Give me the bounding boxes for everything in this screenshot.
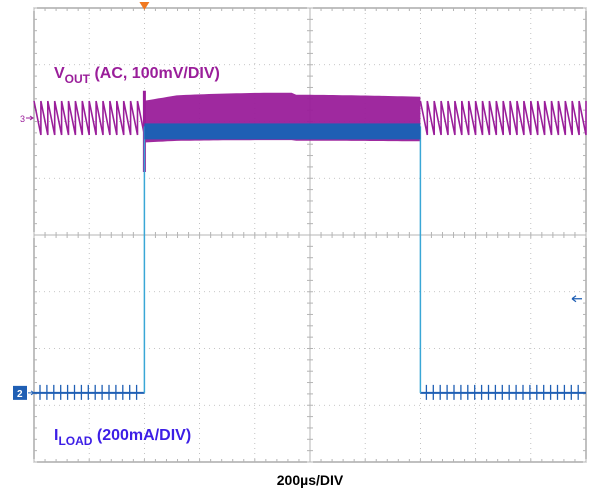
iload-series-label: ILOAD (200mA/DIV) xyxy=(54,427,191,448)
channel-2-arrow-icon xyxy=(28,390,35,396)
channel-markers: 32 xyxy=(13,2,582,400)
x-axis-label: 200µs/DIV xyxy=(277,472,344,488)
channel-3-arrow-icon xyxy=(26,115,34,121)
iload-high-level-band xyxy=(144,123,421,140)
vout-ripple-after-step xyxy=(419,100,587,136)
channel-2-badge xyxy=(13,385,27,400)
channel-2-label: 2 xyxy=(17,389,23,400)
vout-series-label: VOUT (AC, 100mV/DIV) xyxy=(54,65,220,86)
vout-ripple-before-step xyxy=(33,100,146,136)
trigger-level-arrow-icon xyxy=(571,295,582,303)
trigger-position-marker xyxy=(139,2,150,10)
channel-3-label: 3 xyxy=(20,114,25,124)
waveform-traces xyxy=(33,90,587,400)
